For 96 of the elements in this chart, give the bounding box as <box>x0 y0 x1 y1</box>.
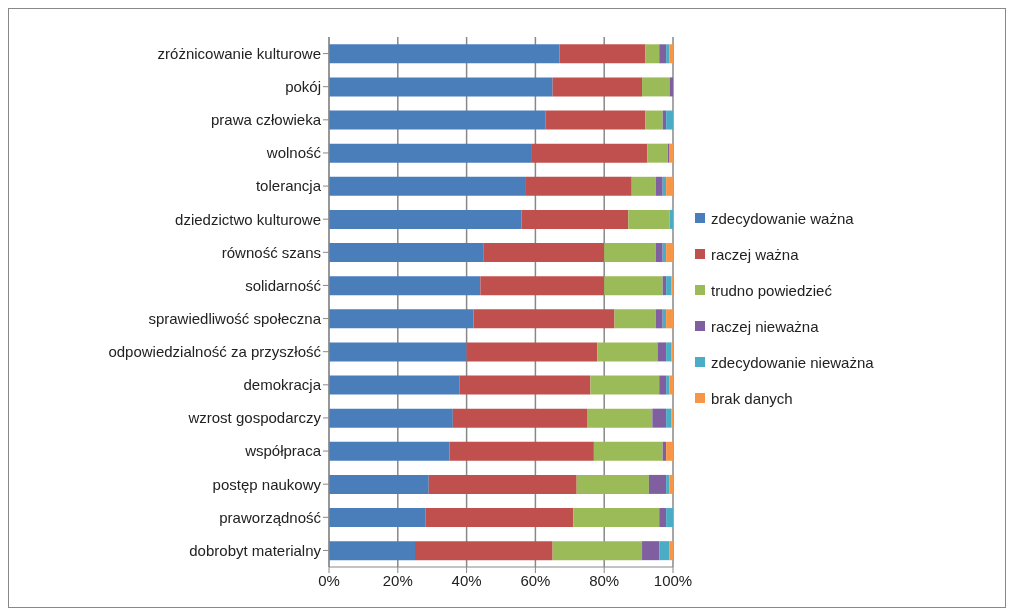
x-tick-label: 80% <box>589 571 620 589</box>
y-tick-label: wolność <box>265 144 322 162</box>
bar <box>604 276 663 296</box>
bar <box>466 342 598 362</box>
legend-label: zdecydowanie ważna <box>711 209 854 227</box>
y-tick-label: sprawiedliwość społeczna <box>148 309 322 327</box>
bar <box>657 342 667 362</box>
y-tick-label: współpraca <box>244 442 322 460</box>
bar <box>642 541 660 561</box>
x-tick-label: 100% <box>653 571 693 589</box>
bar <box>449 441 594 461</box>
bar <box>552 77 643 97</box>
y-tick-label: demokracja <box>243 376 322 394</box>
bar <box>329 541 415 561</box>
bar <box>659 375 667 395</box>
bar <box>666 176 673 196</box>
bar <box>329 441 450 461</box>
y-tick-label: praworządność <box>219 508 322 526</box>
y-tick-label: tolerancja <box>255 177 322 195</box>
bar <box>666 243 673 263</box>
bar <box>329 276 481 296</box>
legend-label: raczej nieważna <box>711 317 819 335</box>
bar <box>645 44 660 64</box>
bar <box>648 474 667 494</box>
bar <box>329 342 467 362</box>
y-tick-label: prawa człowieka <box>210 111 322 129</box>
bar <box>587 408 653 428</box>
bar <box>483 243 605 263</box>
bar <box>655 309 663 329</box>
bar <box>573 508 660 528</box>
bar <box>329 143 532 163</box>
bar <box>329 110 546 130</box>
bar <box>329 44 560 64</box>
y-tick-label: solidarność <box>245 276 322 294</box>
bar <box>666 508 673 528</box>
bar <box>425 508 574 528</box>
bar <box>604 243 656 263</box>
bar <box>655 176 663 196</box>
bar <box>659 541 670 561</box>
x-tick-label: 20% <box>382 571 413 589</box>
y-tick-label: pokój <box>285 78 321 96</box>
bar <box>666 309 673 329</box>
bar <box>329 77 553 97</box>
y-tick-label: postęp naukowy <box>212 475 322 493</box>
bar <box>525 176 632 196</box>
bar <box>655 243 663 263</box>
y-tick-label: równość szans <box>221 243 321 261</box>
bar <box>415 541 553 561</box>
bar <box>459 375 591 395</box>
bar <box>647 143 668 163</box>
bar <box>576 474 649 494</box>
bar <box>329 375 460 395</box>
bar <box>329 408 453 428</box>
bar <box>659 508 667 528</box>
bar <box>631 176 656 196</box>
bar <box>666 441 673 461</box>
legend-label: trudno powiedzieć <box>711 281 832 299</box>
x-tick-label: 60% <box>520 571 551 589</box>
bar <box>329 309 474 329</box>
y-tick-label: wzrost gospodarczy <box>187 409 322 427</box>
legend-label: zdecydowanie nieważna <box>711 353 874 371</box>
bar <box>329 176 526 196</box>
bar <box>590 375 660 395</box>
bar <box>531 143 648 163</box>
x-tick-label: 0% <box>318 571 340 589</box>
bar <box>329 474 429 494</box>
bar <box>628 209 670 229</box>
y-tick-label: odpowiedzialność za przyszłość <box>108 343 322 361</box>
bar <box>659 44 667 64</box>
y-tick-label: zróżnicowanie kulturowe <box>157 44 321 62</box>
x-tick-label: 40% <box>451 571 482 589</box>
y-tick-label: dziedzictwo kulturowe <box>175 210 321 228</box>
bar <box>666 276 672 296</box>
bar <box>329 209 522 229</box>
legend-label: brak danych <box>711 389 793 407</box>
bar <box>597 342 658 362</box>
bar <box>552 541 643 561</box>
bar <box>452 408 587 428</box>
bar <box>666 408 672 428</box>
bar <box>473 309 615 329</box>
bar <box>642 77 670 97</box>
bar <box>428 474 577 494</box>
bar <box>545 110 646 130</box>
bar <box>645 110 663 130</box>
bar <box>480 276 605 296</box>
bar <box>559 44 646 64</box>
y-tick-label: dobrobyt materialny <box>189 541 322 559</box>
bar <box>666 342 672 362</box>
bar <box>329 508 426 528</box>
bar <box>329 243 484 263</box>
bar <box>666 110 673 130</box>
legend-label: raczej ważna <box>711 245 799 263</box>
bar <box>614 309 656 329</box>
bar <box>593 441 663 461</box>
bar <box>652 408 667 428</box>
bar <box>521 209 629 229</box>
